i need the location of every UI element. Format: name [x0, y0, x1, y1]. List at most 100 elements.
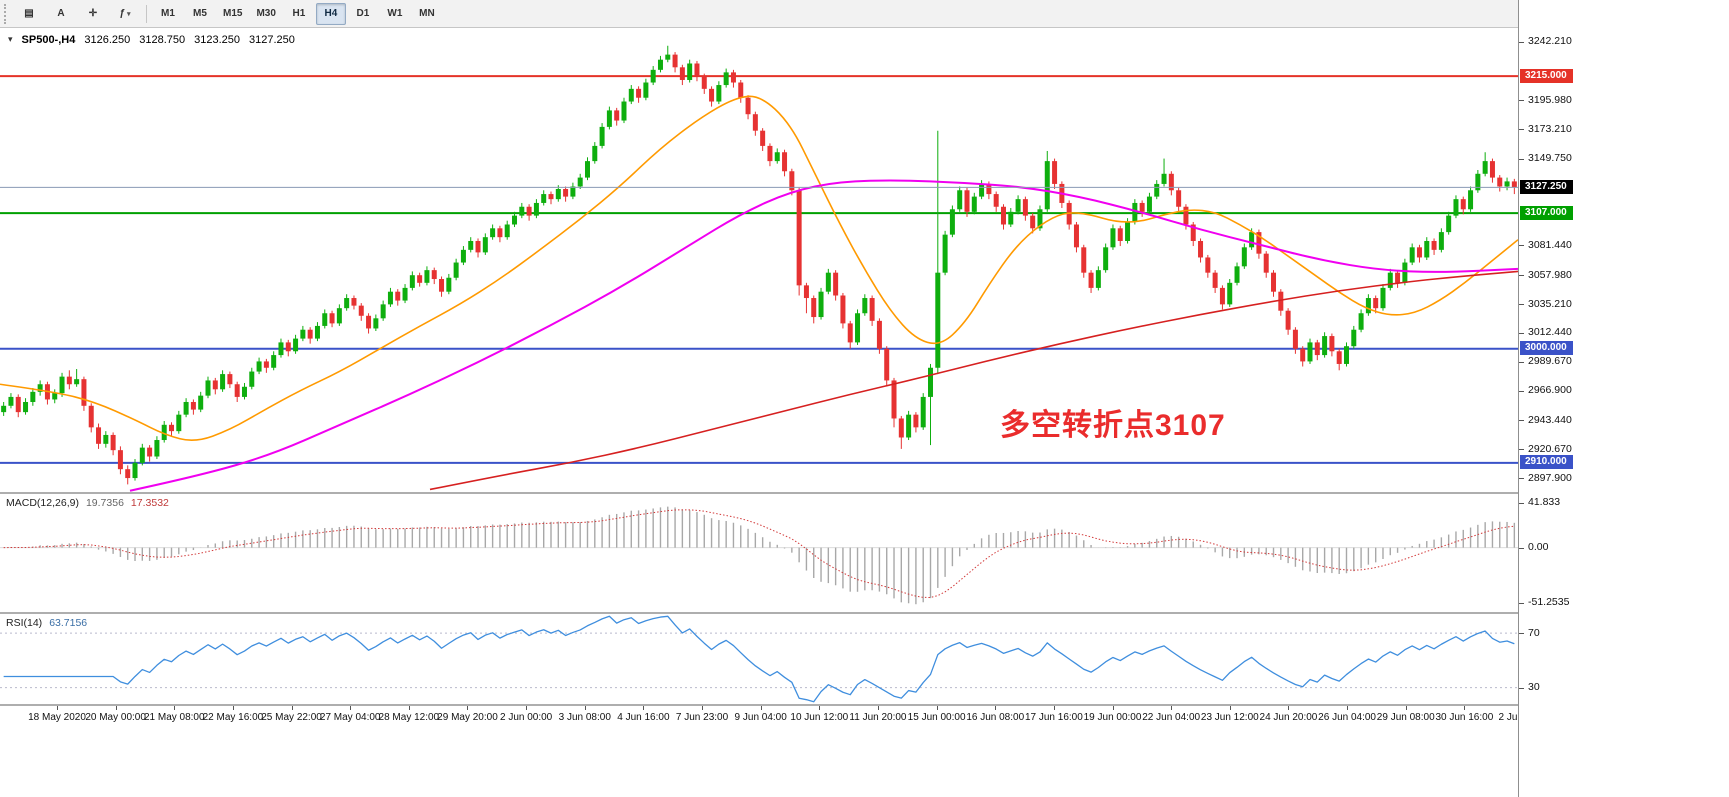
- price-tick-mark: [1519, 245, 1524, 247]
- text-annotate-button[interactable]: A: [57, 8, 65, 19]
- time-tick-mark: [936, 706, 938, 710]
- timeframe-button-mn[interactable]: MN: [419, 8, 435, 19]
- macd-indicator-panel[interactable]: [0, 494, 1518, 612]
- time-tick-mark: [1347, 706, 1349, 710]
- price-tick-mark: [1519, 304, 1524, 306]
- price-tick-mark: [1519, 41, 1524, 43]
- horizontal-levels-layer: [0, 75, 1518, 464]
- time-tick-label: 30 Jun 16:00: [1435, 712, 1494, 723]
- time-tick-mark: [995, 706, 997, 710]
- price-tick-label: 3195.980: [1528, 93, 1572, 106]
- macd-axis-label: 41.833: [1528, 496, 1561, 509]
- time-tick-mark: [819, 706, 821, 710]
- time-tick-label: 22 May 16:00: [202, 712, 264, 723]
- price-tick-mark: [1519, 420, 1524, 422]
- ma-mid-magenta: [129, 179, 1518, 492]
- macd-tick-mark: [1519, 602, 1524, 604]
- price-tick-label: 2920.670: [1528, 442, 1572, 455]
- macd-main-value: 19.7356: [85, 497, 124, 509]
- macd-signal-value: 17.3532: [130, 497, 169, 509]
- price-level-chip: 3127.250: [1520, 179, 1573, 194]
- symbol-name: SP500-,H4: [21, 34, 76, 46]
- time-tick-mark: [57, 706, 58, 710]
- time-tick-mark: [408, 706, 410, 710]
- rsi-level-label: 30: [1528, 681, 1540, 694]
- time-tick-label: 22 Jun 04:00: [1142, 712, 1201, 723]
- toolbar: ▤ A ✛ ƒ ▾ M1 M5 M15 M30 H1 H4 D1 W1 MN: [0, 0, 1729, 28]
- time-tick-label: 27 May 04:00: [319, 712, 381, 723]
- ma-fast-orange: [0, 95, 1518, 441]
- time-tick-label: 9 Jun 04:00: [734, 712, 787, 723]
- panel-resize-handle-1[interactable]: [0, 492, 1729, 494]
- symbol-ohlc-line: ▾ SP500-,H4 3126.250 3128.750 3123.250 3…: [8, 34, 295, 46]
- price-level-chip: 3215.000: [1520, 68, 1573, 83]
- toolbar-drag-handle[interactable]: [4, 3, 10, 24]
- main-price-chart[interactable]: [0, 28, 1518, 492]
- time-tick-label: 19 Jun 00:00: [1083, 712, 1142, 723]
- ohlc-open: 3126.250: [84, 34, 131, 46]
- time-tick-label: 15 Jun 00:00: [907, 712, 966, 723]
- timeframe-button-m1[interactable]: M1: [161, 8, 175, 19]
- rsi-level-label: 70: [1528, 626, 1540, 639]
- price-tick-label: 3057.980: [1528, 268, 1572, 281]
- time-tick-label: 20 May 00:00: [85, 712, 146, 723]
- ma-slow-red: [429, 270, 1518, 491]
- price-tick-mark: [1519, 361, 1524, 363]
- price-level-chip: 3107.000: [1520, 205, 1573, 220]
- time-tick-mark: [467, 706, 469, 710]
- chart-text-annotation[interactable]: 多空转折点3107: [1000, 409, 1226, 442]
- time-tick-mark: [174, 706, 176, 710]
- timeframe-button-m15[interactable]: M15: [223, 8, 243, 19]
- macd-axis-label: -51.2535: [1528, 596, 1570, 609]
- rsi-line: [3, 615, 1515, 703]
- chart-mode-icon[interactable]: ▤: [24, 8, 34, 19]
- panel-resize-handle-2[interactable]: [0, 612, 1729, 614]
- price-tick-label: 2943.440: [1528, 413, 1572, 426]
- timeframe-button-w1[interactable]: W1: [387, 8, 403, 19]
- time-tick-label: 21 May 08:00: [143, 712, 205, 723]
- crosshair-tool-icon[interactable]: ✛: [88, 8, 98, 19]
- price-tick-mark: [1519, 332, 1524, 334]
- time-tick-label: 3 Jun 08:00: [558, 712, 611, 723]
- time-tick-label: 23 Jun 12:00: [1200, 712, 1259, 723]
- symbol-list-caret-icon[interactable]: ▾: [8, 34, 13, 44]
- time-axis[interactable]: 18 May 2020 20 May 00:00 21 May 08:00 22 Ma…: [0, 706, 1729, 728]
- timeframe-switcher: M1 M5 M15 M30 H1 H4 D1 W1 MN: [153, 2, 442, 25]
- panel-resize-handle-3[interactable]: [0, 704, 1729, 706]
- price-tick-label: 3012.440: [1528, 326, 1572, 339]
- time-tick-label: 24 Jun 20:00: [1259, 712, 1318, 723]
- time-tick-label: 7 Jun 23:00: [675, 712, 729, 723]
- macd-histogram: [10, 506, 1516, 605]
- timeframe-button-m5[interactable]: M5: [193, 8, 207, 19]
- timeframe-button-d1[interactable]: D1: [356, 8, 370, 19]
- price-tick-label: 3081.440: [1528, 238, 1572, 251]
- time-tick-mark: [1464, 706, 1466, 710]
- time-tick-mark: [1288, 706, 1290, 710]
- time-tick-mark: [877, 706, 879, 710]
- macd-label: MACD(12,26,9) 19.7356 17.3532: [6, 497, 169, 509]
- rsi-indicator-panel[interactable]: [0, 614, 1518, 704]
- time-tick-mark: [115, 706, 117, 710]
- price-tick-label: 2989.670: [1528, 355, 1572, 368]
- timeframe-button-m30[interactable]: M30: [256, 8, 276, 19]
- time-tick-mark: [1112, 706, 1114, 710]
- time-tick-mark: [643, 706, 645, 710]
- indicators-dropdown[interactable]: ƒ ▾: [119, 8, 131, 19]
- time-tick-mark: [760, 706, 762, 710]
- price-axis[interactable]: 3242.210 3195.980 3173.210 3149.750 3081.440…: [1518, 0, 1729, 797]
- time-tick-label: 25 May 22:00: [261, 712, 322, 723]
- rsi-name: RSI(14): [6, 617, 43, 629]
- time-tick-label: 2 Jun 00:00: [499, 712, 553, 723]
- candles-layer: [1, 45, 1517, 485]
- time-tick-mark: [1171, 706, 1173, 710]
- timeframe-button-h1[interactable]: H1: [292, 8, 306, 19]
- time-tick-label: 4 Jun 16:00: [617, 712, 670, 723]
- price-tick-mark: [1519, 129, 1524, 131]
- price-tick-label: 3173.210: [1528, 122, 1572, 135]
- macd-tick-mark: [1519, 547, 1524, 549]
- time-tick-mark: [1053, 706, 1055, 710]
- price-tick-label: 2897.900: [1528, 471, 1572, 484]
- timeframe-button-h4[interactable]: H4: [315, 2, 346, 25]
- macd-name: MACD(12,26,9): [6, 497, 79, 509]
- time-tick-label: 29 Jun 08:00: [1376, 712, 1435, 723]
